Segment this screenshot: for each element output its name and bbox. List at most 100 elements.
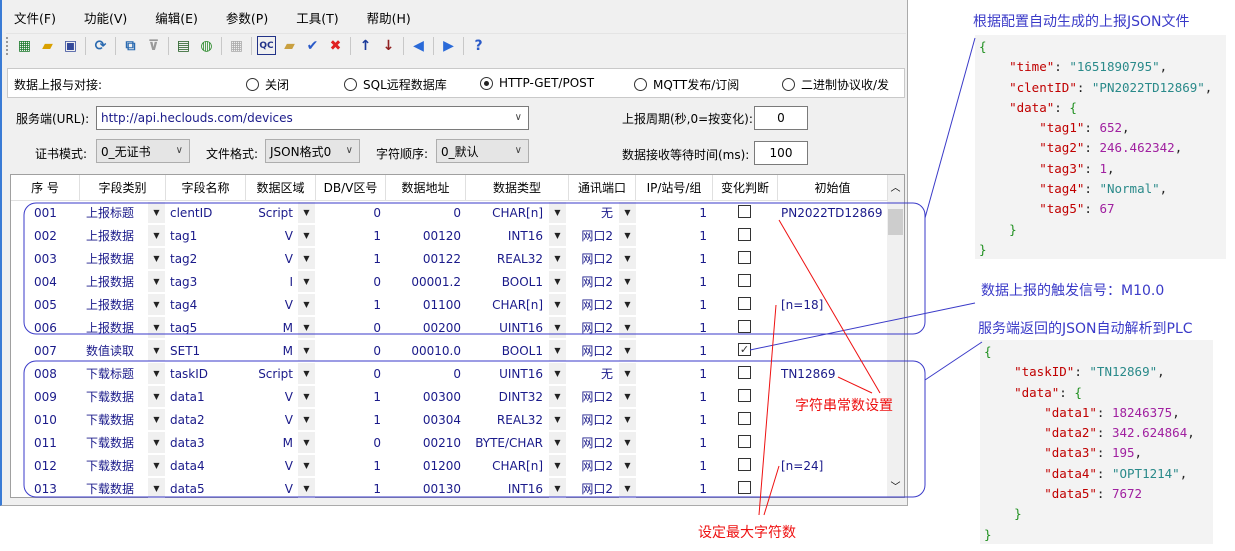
wait-input[interactable]: 100: [754, 141, 808, 165]
dropdown-arrow-icon[interactable]: ▼: [298, 294, 315, 315]
dropdown-arrow-icon[interactable]: ▼: [148, 386, 165, 407]
change-detect-checkbox[interactable]: [738, 366, 751, 379]
dropdown-arrow-icon[interactable]: ▼: [549, 202, 566, 223]
column-header[interactable]: 字段名称: [166, 175, 246, 201]
dropdown-arrow-icon[interactable]: ▼: [148, 340, 165, 361]
change-detect-checkbox[interactable]: [738, 228, 751, 241]
topology-icon[interactable]: ⧉: [125, 37, 136, 54]
table-row[interactable]: 010 下载数据 ▼ data2 V ▼ 1 00304 REAL32 ▼ 网口2 ▼ 1: [11, 408, 888, 431]
table-row[interactable]: 005 上报数据 ▼ tag4 V ▼ 1 01100 CHAR[n] ▼ 网口2 ▼ 1 [n=18]: [11, 293, 888, 316]
column-header[interactable]: 初始值: [778, 175, 888, 201]
dropdown-arrow-icon[interactable]: ▼: [619, 363, 636, 384]
format-select[interactable]: JSON格式0 ∨: [265, 139, 360, 163]
radio-circle[interactable]: [782, 78, 795, 91]
connector-icon[interactable]: ⊽: [147, 37, 160, 54]
dropdown-arrow-icon[interactable]: ▼: [619, 409, 636, 430]
save-icon[interactable]: ▣: [63, 37, 78, 54]
prev-icon[interactable]: ◀: [413, 37, 424, 54]
report-option-radio[interactable]: SQL远程数据库: [344, 76, 447, 93]
delete-icon[interactable]: ✖: [329, 37, 342, 54]
table-row[interactable]: 008 下载标题 ▼ taskID Script ▼ 0 0 UINT16 ▼ 无 ▼ 1 TN12869: [11, 362, 888, 385]
dropdown-arrow-icon[interactable]: ▼: [549, 386, 566, 407]
dropdown-arrow-icon[interactable]: ▼: [549, 248, 566, 269]
scroll-up-icon[interactable]: ︿: [890, 183, 901, 194]
dropdown-arrow-icon[interactable]: ▼: [619, 386, 636, 407]
dropdown-arrow-icon[interactable]: ▼: [298, 432, 315, 453]
vertical-scrollbar[interactable]: ︿ ﹀: [887, 175, 904, 497]
report-option-radio[interactable]: MQTT发布/订阅: [634, 76, 739, 93]
table-row[interactable]: 007 数值读取 ▼ SET1 M ▼ 0 00010.0 BOOL1 ▼ 网口2 ▼ 1 ✓: [11, 339, 888, 362]
dropdown-arrow-icon[interactable]: ▼: [148, 317, 165, 338]
report-option-radio[interactable]: 关闭: [246, 76, 289, 93]
dropdown-arrow-icon[interactable]: ▼: [619, 202, 636, 223]
server-url-combo[interactable]: http://api.heclouds.com/devices ∨: [96, 106, 529, 130]
change-detect-checkbox[interactable]: ✓: [738, 343, 751, 356]
report-option-radio[interactable]: 二进制协议收/发: [782, 76, 889, 93]
dropdown-arrow-icon[interactable]: ▼: [549, 432, 566, 453]
dropdown-arrow-icon[interactable]: ▼: [298, 455, 315, 476]
dropdown-arrow-icon[interactable]: ▼: [148, 294, 165, 315]
dropdown-arrow-icon[interactable]: ▼: [619, 340, 636, 361]
dropdown-arrow-icon[interactable]: ▼: [298, 317, 315, 338]
toolbar-grip[interactable]: [6, 36, 9, 55]
column-header[interactable]: 数据地址: [386, 175, 466, 201]
dropdown-arrow-icon[interactable]: ▼: [549, 478, 566, 499]
change-detect-checkbox[interactable]: [738, 251, 751, 264]
menu-item[interactable]: 编辑(E): [155, 10, 198, 26]
column-header[interactable]: 字段类别: [80, 175, 166, 201]
cert-select[interactable]: 0_无证书 ∨: [96, 139, 190, 163]
menu-item[interactable]: 功能(V): [83, 10, 128, 26]
dropdown-arrow-icon[interactable]: ▼: [298, 363, 315, 384]
column-header[interactable]: 序 号: [11, 175, 80, 201]
grid-icon[interactable]: ▦: [229, 37, 244, 54]
dropdown-arrow-icon[interactable]: ▼: [298, 478, 315, 499]
table-row[interactable]: 012 下载数据 ▼ data4 V ▼ 1 01200 CHAR[n] ▼ 网口2 ▼ 1 [n=24]: [11, 454, 888, 477]
dropdown-arrow-icon[interactable]: ▼: [619, 478, 636, 499]
column-header[interactable]: 数据类型: [466, 175, 569, 201]
dropdown-arrow-icon[interactable]: ▼: [298, 386, 315, 407]
dropdown-arrow-icon[interactable]: ▼: [549, 409, 566, 430]
scroll-thumb[interactable]: [888, 209, 903, 235]
dropdown-arrow-icon[interactable]: ▼: [148, 478, 165, 499]
dropdown-arrow-icon[interactable]: ▼: [619, 317, 636, 338]
dropdown-arrow-icon[interactable]: ▼: [148, 225, 165, 246]
dropdown-arrow-icon[interactable]: ▼: [619, 455, 636, 476]
folder-add-icon[interactable]: ▰: [284, 37, 295, 54]
table-row[interactable]: 006 上报数据 ▼ tag5 M ▼ 0 00200 UINT16 ▼ 网口2 ▼ 1: [11, 316, 888, 339]
change-detect-checkbox[interactable]: [738, 205, 751, 218]
dropdown-arrow-icon[interactable]: ▼: [549, 340, 566, 361]
table-row[interactable]: 009 下载数据 ▼ data1 V ▼ 1 00300 DINT32 ▼ 网口2 ▼ 1: [11, 385, 888, 408]
table-row[interactable]: 003 上报数据 ▼ tag2 V ▼ 1 00122 REAL32 ▼ 网口2 ▼ 1: [11, 247, 888, 270]
dropdown-arrow-icon[interactable]: ▼: [619, 248, 636, 269]
column-header[interactable]: 数据区域: [246, 175, 316, 201]
dropdown-arrow-icon[interactable]: ▼: [148, 202, 165, 223]
dropdown-arrow-icon[interactable]: ▼: [298, 340, 315, 361]
column-header[interactable]: 变化判断: [713, 175, 778, 201]
open-folder-icon[interactable]: ▰: [42, 37, 53, 54]
table-row[interactable]: 002 上报数据 ▼ tag1 V ▼ 1 00120 INT16 ▼ 网口2 ▼ 1: [11, 224, 888, 247]
dropdown-arrow-icon[interactable]: ▼: [148, 432, 165, 453]
table-row[interactable]: 013 下载数据 ▼ data5 V ▼ 1 00130 INT16 ▼ 网口2 ▼ 1: [11, 477, 888, 500]
arrow-down-icon[interactable]: ↓: [382, 37, 395, 54]
change-detect-checkbox[interactable]: [738, 320, 751, 333]
menu-item[interactable]: 帮助(H): [366, 10, 411, 26]
dropdown-arrow-icon[interactable]: ▼: [619, 294, 636, 315]
dropdown-arrow-icon[interactable]: ▼: [298, 225, 315, 246]
change-detect-checkbox[interactable]: [738, 389, 751, 402]
radio-circle[interactable]: [246, 78, 259, 91]
monitor-icon[interactable]: ▤: [176, 37, 191, 54]
dropdown-arrow-icon[interactable]: ▼: [298, 409, 315, 430]
dropdown-arrow-icon[interactable]: ▼: [298, 248, 315, 269]
dropdown-arrow-icon[interactable]: ▼: [549, 271, 566, 292]
help-icon[interactable]: ?: [474, 37, 483, 54]
scroll-down-icon[interactable]: ﹀: [890, 482, 901, 493]
dropdown-arrow-icon[interactable]: ▼: [619, 432, 636, 453]
menu-item[interactable]: 参数(P): [225, 10, 269, 26]
order-select[interactable]: 0_默认 ∨: [436, 139, 529, 163]
change-detect-checkbox[interactable]: [738, 297, 751, 310]
dropdown-arrow-icon[interactable]: ▼: [148, 271, 165, 292]
change-detect-checkbox[interactable]: [738, 435, 751, 448]
chevron-down-icon[interactable]: ∨: [514, 112, 522, 123]
dropdown-arrow-icon[interactable]: ▼: [549, 363, 566, 384]
change-detect-checkbox[interactable]: [738, 274, 751, 287]
